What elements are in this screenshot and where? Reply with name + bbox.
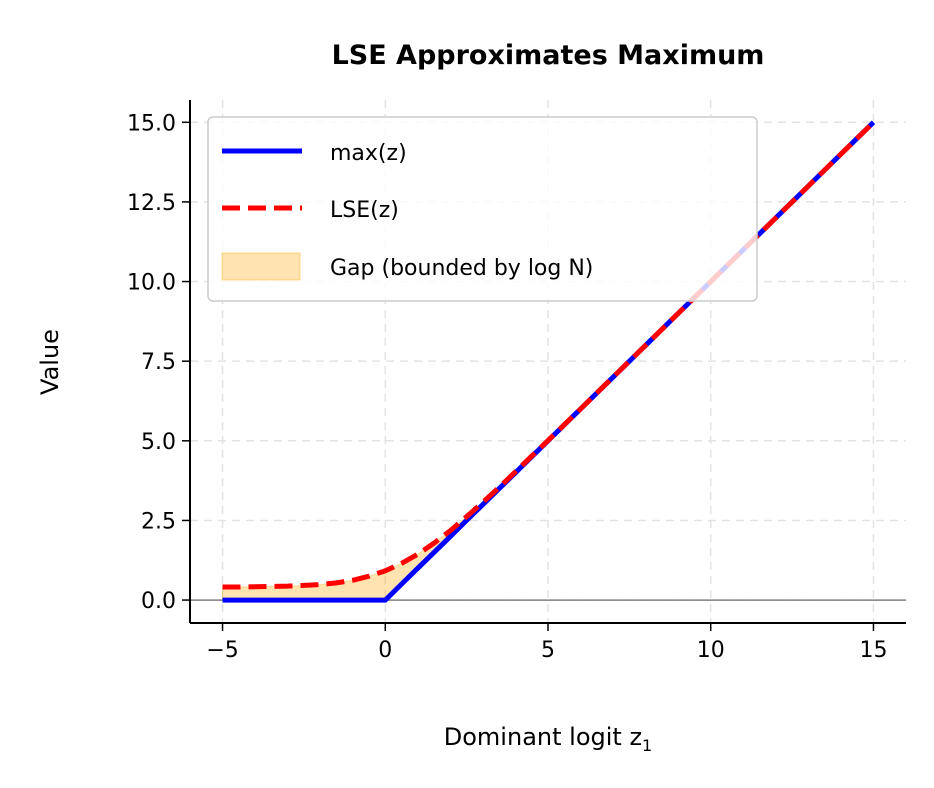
y-tick-label: 15.0 [127, 111, 176, 136]
legend-frame [207, 116, 758, 302]
y-tick-label: 7.5 [141, 350, 176, 375]
legend-lse-label: LSE(z) [330, 198, 399, 223]
x-tick-label: 0 [378, 638, 392, 663]
y-tick-label: 12.5 [127, 191, 176, 216]
x-axis-label-subscript: 1 [642, 736, 652, 755]
chart-title: LSE Approximates Maximum [332, 40, 765, 71]
y-tick-label: 2.5 [141, 509, 176, 534]
legend-max-label: max(z) [330, 141, 407, 166]
x-axis-label: Dominant logit z1 [444, 723, 652, 755]
y-axis-label: Value [36, 329, 64, 395]
legend-gap-label: Gap (bounded by log N) [330, 256, 593, 281]
x-tick-label: 15 [859, 638, 887, 663]
y-tick-label: 10.0 [127, 271, 176, 296]
x-tick-label: 5 [541, 638, 555, 663]
y-tick-label: 0.0 [141, 589, 176, 614]
legend-gap-swatch [221, 252, 301, 281]
y-tick-label: 5.0 [141, 430, 176, 455]
ticks: −5 0 5 10 15 0.0 2.5 5.0 7.5 10.0 12.5 15.0 [127, 111, 887, 663]
legend: max(z) LSE(z) Gap (bounded by log N) [207, 116, 758, 302]
x-tick-label: 10 [697, 638, 725, 663]
x-tick-label: −5 [206, 638, 238, 663]
